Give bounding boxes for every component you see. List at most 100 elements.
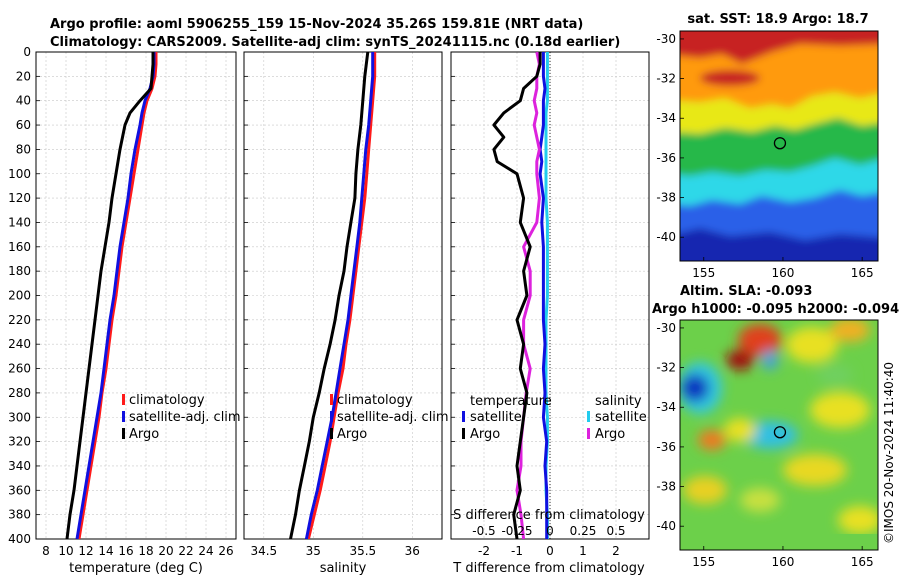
depth-tick-label: 340 [8,459,31,473]
map-lon-label: 160 [772,266,795,280]
map-lat-label: -34 [656,400,676,414]
argo-position-marker [773,137,787,150]
legend-argo-swatch [122,428,125,439]
depth-tick-label: 140 [8,215,31,229]
depth-tick-labels: 0 20 40 60 80 100 120 140 160 180 200 220 240 260 280 3… [8,45,31,546]
salinity-lines [289,52,377,539]
legend-satellite-swatch [330,411,333,422]
temperature-lines [65,52,158,539]
map-lon-label: 165 [851,266,874,280]
temperature-axes-frame [35,51,237,540]
difference-legend-temperature: temperature satellite Argo [462,394,552,442]
series-line-t-argo [492,52,542,539]
legend-satellite-label: satellite-adj. clim [129,410,241,425]
t-difference-xlabel: T difference from climatology [452,561,645,576]
depth-tick-label: 280 [8,386,31,400]
legend-s-satellite-label: satellite [595,410,647,425]
x-tick-label: 1 [579,544,587,558]
x-tick-label: 10 [58,544,73,558]
x-tick-label: 18 [138,544,153,558]
x-tick-label: 24 [198,544,213,558]
depth-tick-label: 0 [23,45,31,59]
argo-position-marker [773,426,787,439]
depth-tick-label: 260 [8,362,31,376]
series-line-argo [289,52,370,539]
series-line-satellite-adj-clim [304,52,375,539]
series-line-climatology [306,52,377,539]
map-lat-label: -38 [656,480,676,494]
sst-map-panel: sat. SST: 18.9 Argo: 18.7 155 160 165 -30 -3… [656,12,879,280]
s-tick-label: -0.25 [501,524,532,538]
sla-map-tick-labels: 155 160 165 -30 -32 -34 -36 -38 -40 [656,321,873,569]
depth-tick-label: 60 [16,118,31,132]
temperature-xlabel: temperature (deg C) [69,561,203,576]
salinity-tick-labels: 34.5 35 35.5 36 [250,544,420,558]
legend-s-argo-swatch [587,428,590,439]
legend-argo-label: Argo [129,427,159,442]
series-line-argo [65,52,155,539]
sla-map-title: Altim. SLA: -0.093 [680,284,812,299]
s-tick-label: -0.5 [472,524,495,538]
difference-tick-labels: -2 -1 0 1 2 [478,544,620,558]
map-lat-label: -34 [656,111,676,125]
map-lat-label: -30 [656,321,676,335]
x-tick-label: 12 [78,544,93,558]
legend-climatology-label: climatology [129,393,205,408]
map-lon-label: 165 [851,555,874,569]
depth-tick-label: 220 [8,313,31,327]
x-tick-label: 36 [405,544,420,558]
copyright-text: ©IMOS 20-Nov-2024 11:40:40 [882,362,896,544]
depth-tick-label: 160 [8,240,31,254]
map-lat-label: -40 [656,519,676,533]
x-tick-label: -1 [511,544,523,558]
map-lat-label: -32 [656,361,676,375]
difference-grid [451,51,649,540]
x-tick-label: 8 [42,544,50,558]
map-lat-label: -30 [656,32,676,46]
depth-tick-label: 320 [8,435,31,449]
map-lon-label: 155 [692,266,715,280]
map-lat-label: -32 [656,72,676,86]
salinity-grid [244,51,442,540]
depth-tick-label: 40 [16,94,31,108]
temperature-panel: 0 20 40 60 80 100 120 140 160 180 200 220 240 260 280 3… [8,45,241,576]
x-tick-label: 35 [306,544,321,558]
sst-heatmap [680,31,878,261]
x-tick-label: -2 [478,544,490,558]
legend-t-satellite-label: satellite [470,410,522,425]
sst-map-frame [679,30,879,262]
s-tick-label: 0.25 [570,524,597,538]
legend-s-argo-label: Argo [595,427,625,442]
legend-s-satellite-swatch [587,411,590,422]
depth-tick-label: 80 [16,142,31,156]
x-tick-label: 35.5 [349,544,376,558]
legend-argo-swatch [330,428,333,439]
depth-tick-label: 240 [8,337,31,351]
depth-tick-label: 400 [8,532,31,546]
depth-tick-label: 120 [8,191,31,205]
sla-map-frame [679,319,879,551]
legend-satellite-label: satellite-adj. clim [337,410,449,425]
map-lat-label: -38 [656,191,676,205]
legend-salinity-title: salinity [595,394,642,409]
temperature-tick-labels: 8 10 12 14 16 18 20 22 24 26 [42,544,233,558]
temperature-grid [36,51,236,540]
x-tick-label: 16 [118,544,133,558]
map-lat-label: -36 [656,151,676,165]
series-line-t-satellite [538,52,549,539]
x-tick-label: 34.5 [250,544,277,558]
sla-map-panel: Altim. SLA: -0.093 Argo h1000: -0.095 h2… [652,284,899,569]
x-tick-label: 14 [98,544,113,558]
s-tick-label: 0.5 [606,524,625,538]
depth-tick-label: 100 [8,167,31,181]
legend-climatology-swatch [330,394,333,405]
s-difference-tick-labels: -0.5 -0.25 0 0.25 0.5 [472,524,625,538]
series-line-satellite-adj-clim [75,52,156,539]
depth-tick-label: 180 [8,264,31,278]
legend-t-satellite-swatch [462,411,465,422]
salinity-legend: climatology satellite-adj. clim Argo [330,393,449,442]
legend-t-argo-label: Argo [470,427,500,442]
series-line-climatology [77,52,158,539]
difference-legend-salinity: salinity satellite Argo [587,394,647,442]
salinity-axes-frame [243,51,443,540]
